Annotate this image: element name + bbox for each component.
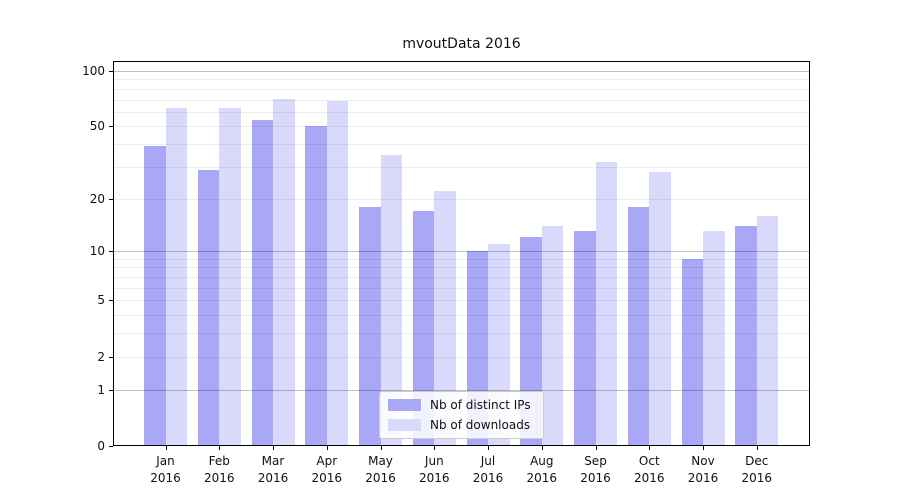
bar-distinct-ips-nov [681, 258, 703, 445]
bar-downloads-may [380, 154, 402, 445]
bar-distinct-ips-feb [197, 169, 220, 445]
x-tick-mark-sep [595, 446, 597, 450]
bar-distinct-ips-jan [144, 146, 166, 445]
gridline-minor-6 [114, 287, 809, 289]
gridline-minor-4 [114, 315, 809, 317]
legend-swatch-distinct-ips [388, 399, 421, 411]
y-tick-label-1: 1 [97, 382, 105, 397]
legend-label-distinct-ips: Nb of distinct IPs [430, 398, 531, 412]
bar-downloads-nov [703, 231, 725, 445]
y-tick-label-0: 0 [97, 439, 105, 453]
x-tick-mark-dec [756, 446, 758, 450]
x-tick-label-feb: Feb 2016 [204, 454, 235, 485]
legend-item-distinct-ips: Nb of distinct IPs [388, 398, 531, 412]
gridline-minor-50 [114, 126, 809, 128]
y-tick-label-10: 10 [89, 244, 105, 259]
legend-item-downloads: Nb of downloads [388, 418, 531, 432]
x-tick-label-aug: Aug 2016 [526, 454, 558, 485]
y-tick-label-50: 50 [89, 119, 105, 134]
gridline-minor-20 [114, 198, 809, 200]
bar-downloads-jun [434, 191, 456, 445]
x-tick-label-apr: Apr 2016 [311, 454, 343, 485]
gridline-minor-60 [114, 111, 809, 113]
gridline-minor-7 [114, 277, 809, 278]
bar-downloads-feb [219, 107, 241, 445]
plot-area [113, 61, 810, 446]
bar-distinct-ips-mar [251, 120, 273, 445]
x-tick-mark-aug [541, 446, 543, 450]
x-tick-label-jun: Jun 2016 [419, 454, 450, 485]
spine-left [113, 61, 114, 446]
gridline-minor-30 [114, 166, 809, 168]
bar-downloads-oct [649, 172, 671, 445]
x-tick-label-jul: Jul 2016 [472, 454, 504, 485]
bar-downloads-aug [541, 225, 564, 445]
gridline-minor-70 [114, 99, 809, 101]
bar-distinct-ips-oct [627, 206, 650, 445]
x-tick-mark-jul [488, 446, 489, 450]
bar-downloads-sep [595, 161, 617, 445]
x-tick-mark-mar [273, 446, 274, 450]
x-tick-label-mar: Mar 2016 [257, 454, 289, 485]
gridline-major-100 [114, 70, 809, 72]
y-tick-mark-1 [109, 389, 113, 391]
gridline-major-1 [114, 389, 809, 391]
bar-downloads-jan [165, 107, 187, 445]
y-tick-mark-50 [109, 126, 113, 128]
x-tick-label-jan: Jan 2016 [150, 454, 181, 485]
bar-downloads-dec [756, 215, 779, 445]
x-tick-label-oct: Oct 2016 [634, 454, 665, 485]
gridline-minor-2 [114, 356, 809, 358]
legend: Nb of distinct IPs Nb of downloads [379, 391, 544, 439]
x-tick-label-nov: Nov 2016 [687, 454, 719, 485]
gridline-minor-8 [114, 267, 809, 269]
y-tick-label-20: 20 [89, 191, 105, 206]
x-tick-label-may: May 2016 [365, 454, 396, 485]
bar-distinct-ips-apr [305, 126, 327, 445]
x-tick-mark-may [380, 446, 382, 450]
chart-title: mvoutData 2016 [402, 36, 521, 52]
gridline-minor-9 [114, 258, 809, 260]
legend-swatch-downloads [388, 419, 421, 431]
y-tick-mark-5 [109, 300, 113, 302]
y-tick-mark-100 [109, 70, 113, 72]
y-tick-label-100: 100 [82, 63, 105, 78]
gridline-major-10 [114, 251, 809, 253]
spine-top [113, 61, 810, 62]
x-tick-mark-apr [326, 446, 328, 450]
bar-distinct-ips-jun [412, 211, 435, 445]
bar-downloads-apr [326, 100, 349, 445]
bar-distinct-ips-dec [735, 225, 757, 445]
spine-right [809, 61, 810, 446]
y-tick-mark-2 [109, 356, 113, 358]
x-tick-label-sep: Sep 2016 [580, 454, 611, 485]
x-tick-label-dec: Dec 2016 [741, 454, 773, 485]
y-tick-label-5: 5 [97, 293, 105, 308]
x-tick-mark-oct [649, 446, 651, 450]
x-tick-mark-jan [165, 446, 167, 450]
y-tick-mark-0 [109, 446, 113, 447]
legend-label-downloads: Nb of downloads [430, 418, 531, 432]
x-tick-mark-jun [434, 446, 436, 450]
bar-downloads-mar [273, 99, 295, 445]
y-tick-mark-10 [109, 251, 113, 253]
gridline-minor-40 [114, 144, 809, 146]
gridline-minor-3 [114, 333, 809, 335]
y-tick-label-2: 2 [97, 349, 105, 364]
gridline-minor-80 [114, 88, 809, 90]
x-tick-mark-feb [219, 446, 221, 450]
bar-distinct-ips-sep [574, 231, 596, 445]
gridline-minor-5 [114, 300, 809, 302]
spine-bottom [113, 445, 810, 446]
y-tick-mark-20 [109, 198, 113, 200]
gridline-minor-90 [114, 79, 809, 81]
bar-distinct-ips-may [359, 206, 381, 445]
x-tick-mark-nov [703, 446, 704, 450]
